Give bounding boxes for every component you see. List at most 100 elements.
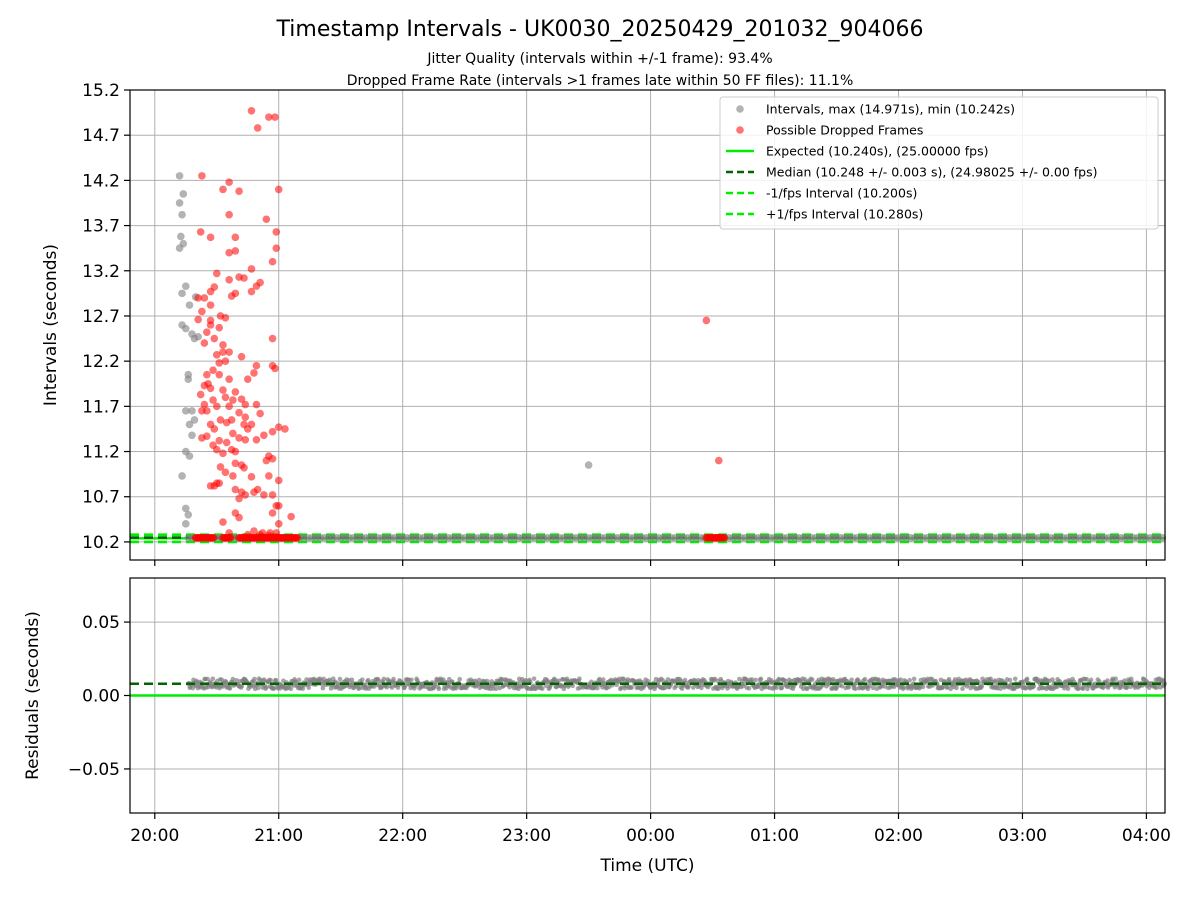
intervals-axes-frame xyxy=(129,89,1166,561)
intervals-y-tick-label: 10.2 xyxy=(82,533,120,553)
dropped-frame-point xyxy=(225,248,233,257)
residual-point xyxy=(273,677,279,683)
dropped-frame-point xyxy=(274,501,283,510)
residual-point xyxy=(230,676,236,682)
dropped-frame-point xyxy=(231,459,240,468)
residual-point xyxy=(749,677,755,682)
residuals-y-tick-label: 0.05 xyxy=(82,613,120,633)
residual-point xyxy=(779,685,785,691)
dropped-frame-point xyxy=(212,445,221,454)
dropped-frame-point xyxy=(196,228,205,236)
interval-point xyxy=(178,472,186,480)
residual-point xyxy=(255,685,261,691)
dropped-frame-point xyxy=(241,491,250,499)
dropped-frame-point xyxy=(274,423,283,431)
dropped-frame-point xyxy=(227,416,236,424)
residual-point xyxy=(1084,676,1089,682)
legend-entry-label: Possible Dropped Frames xyxy=(766,123,923,138)
dropped-frame-point xyxy=(198,172,206,180)
residual-point xyxy=(594,685,600,691)
dropped-frame-point xyxy=(221,357,230,365)
dropped-frame-point xyxy=(287,512,295,521)
interval-point xyxy=(181,504,190,513)
residual-point xyxy=(252,676,257,682)
residual-point xyxy=(954,685,959,691)
dropped-frame-point xyxy=(196,390,205,399)
dropped-frame-point xyxy=(229,472,237,480)
intervals-y-tick-label: 13.7 xyxy=(82,217,120,237)
interval-point xyxy=(584,461,593,469)
interval-point xyxy=(185,452,194,460)
dropped-frame-point xyxy=(231,485,240,494)
interval-point xyxy=(184,375,193,384)
intervals-legend: Intervals, max (14.971s), min (10.242s) P… xyxy=(719,96,1159,230)
dropped-frame-point xyxy=(256,409,264,418)
dropped-frame-point xyxy=(225,276,233,284)
dropped-frame-point xyxy=(235,494,243,503)
residual-point xyxy=(1100,685,1106,691)
residual-point xyxy=(898,677,904,683)
residual-point xyxy=(493,686,499,692)
dropped-frame-point xyxy=(210,283,219,291)
dropped-frame-point xyxy=(262,215,271,224)
dropped-frame-point xyxy=(215,370,224,379)
residual-point xyxy=(597,676,602,682)
dropped-frame-point xyxy=(200,400,209,409)
dropped-frame-point xyxy=(231,233,240,242)
x-tick-label: 23:00 xyxy=(502,826,551,846)
residual-point xyxy=(758,676,764,682)
residual-point xyxy=(1012,676,1018,682)
residual-point xyxy=(227,686,233,691)
dropped-frame-point xyxy=(268,491,277,499)
dropped-frame-point xyxy=(235,434,243,442)
dropped-frame-point xyxy=(250,369,258,377)
residual-point xyxy=(1088,677,1094,683)
dropped-frame-point xyxy=(225,375,233,384)
dropped-frame-point xyxy=(268,509,277,517)
residual-point xyxy=(539,686,545,691)
residual-point xyxy=(359,677,365,682)
residual-point xyxy=(746,685,752,691)
legend-marker xyxy=(736,126,744,134)
legend-box xyxy=(719,96,1159,230)
dropped-frame-point xyxy=(203,328,211,337)
residual-point xyxy=(234,677,239,683)
dropped-frame-point xyxy=(247,106,256,115)
residual-point xyxy=(577,676,582,681)
dropped-frame-point xyxy=(252,435,261,444)
legend-entry-label: +1/fps Interval (10.280s) xyxy=(766,207,923,222)
residual-point xyxy=(436,686,442,692)
dropped-frame-point xyxy=(237,352,246,361)
dropped-frame-point xyxy=(225,178,233,186)
residual-point xyxy=(296,677,302,683)
dropped-frame-point xyxy=(198,434,206,442)
residual-point xyxy=(376,678,381,683)
dropped-frame-point xyxy=(219,185,227,194)
residual-point xyxy=(911,676,917,682)
dropped-frame-point xyxy=(216,463,225,471)
dropped-frame-point xyxy=(219,341,227,349)
x-tick-label: 21:00 xyxy=(254,826,303,846)
residual-point xyxy=(264,685,269,690)
legend-entry-label: Intervals, max (14.971s), min (10.242s) xyxy=(766,102,1015,117)
legend-entry-label: Median (10.248 +/- 0.003 s), (24.98025 +… xyxy=(766,165,1097,180)
dropped-frame-point xyxy=(231,388,240,396)
interval-point xyxy=(194,332,202,341)
dropped-frame-point xyxy=(229,396,237,404)
dropped-frame-point xyxy=(225,348,233,356)
dropped-frame-point xyxy=(231,447,240,456)
interval-point xyxy=(188,431,196,440)
residual-point xyxy=(384,684,390,690)
dropped-frame-point xyxy=(268,454,277,463)
residuals-y-axis-label: Residuals (seconds) xyxy=(23,611,43,780)
dropped-frame-point xyxy=(252,282,261,290)
dropped-frame-point xyxy=(272,244,281,252)
dropped-frame-point xyxy=(274,520,283,528)
dropped-frame-point xyxy=(203,370,211,379)
residual-point xyxy=(1128,676,1134,682)
dropped-frame-point xyxy=(714,456,723,465)
dropped-frame-point xyxy=(194,294,202,302)
x-tick-label: 03:00 xyxy=(998,826,1047,846)
intervals-y-tick-label: 11.7 xyxy=(82,397,120,417)
